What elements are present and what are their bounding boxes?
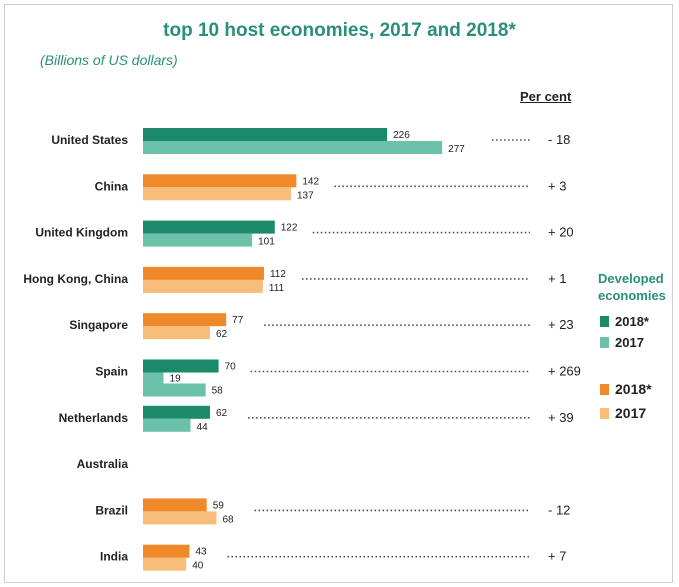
- value-label-2018: 226: [393, 130, 410, 141]
- percent-change-label: + 269: [548, 364, 581, 379]
- percent-change-label: + 20: [548, 225, 574, 240]
- bar-2018: [143, 266, 264, 280]
- category-label: Spain: [95, 365, 128, 379]
- bar-2018: [143, 128, 388, 141]
- legend-swatch-developing-2017: [600, 408, 609, 419]
- bar-2017: [143, 372, 164, 386]
- percent-change-label: + 39: [548, 410, 574, 425]
- legend-developing-2017: 2017: [600, 405, 646, 421]
- chart-frame: [4, 4, 673, 583]
- legend-developed-2018: 2018*: [600, 314, 649, 329]
- value-label-2018: 77: [232, 315, 244, 326]
- value-label-2017: 101: [258, 237, 275, 248]
- category-label: Australia: [77, 457, 129, 471]
- percent-change-label: + 7: [548, 549, 566, 564]
- legend-developed-2017: 2017: [600, 335, 644, 350]
- category-label: India: [100, 550, 128, 564]
- category-label: United Kingdom: [35, 226, 128, 240]
- bar-2017: [143, 233, 253, 247]
- value-label-2017: 19: [170, 374, 182, 385]
- legend-swatch-developing-2018: [600, 384, 609, 395]
- bar-2018: [143, 313, 227, 327]
- value-label-2018: 43: [195, 547, 207, 558]
- category-label: Singapore: [69, 318, 128, 332]
- percent-header: Per cent: [520, 89, 572, 104]
- percent-change-label: - 18: [548, 132, 570, 147]
- legend-group-title: Developed economies: [598, 271, 666, 303]
- value-label-2017: 137: [297, 190, 314, 201]
- legend-swatch-developed-2017: [600, 337, 609, 348]
- value-label-2018: 70: [225, 362, 237, 373]
- value-label-2017: 44: [197, 422, 209, 433]
- value-label-2017: 277: [448, 144, 465, 155]
- category-label: United States: [51, 133, 128, 147]
- legend-swatch-developed-2018: [600, 316, 609, 327]
- value-label-2018: 122: [281, 223, 298, 234]
- bar-2018: [143, 544, 190, 558]
- bar-2017: [143, 557, 187, 571]
- bar-2018: [143, 174, 297, 188]
- value-label-2017: 111: [269, 283, 285, 294]
- value-label-2018: 142: [302, 176, 319, 187]
- bar-2018: [143, 220, 275, 234]
- value-label-2017: 40: [192, 561, 204, 572]
- value-label-2017: 68: [222, 514, 234, 525]
- bar-2017: [143, 279, 263, 293]
- legend-label-developing-2017: 2017: [615, 405, 647, 421]
- chart-title: top 10 host economies, 2017 and 2018*: [163, 20, 516, 41]
- value-label-2018: 59: [213, 500, 225, 511]
- value-label-2017-extra: 58: [212, 386, 224, 397]
- bar-2018: [143, 359, 219, 373]
- percent-change-label: - 12: [548, 502, 570, 517]
- bar-2018: [143, 405, 210, 419]
- category-label: Netherlands: [59, 411, 129, 425]
- bar-2017: [143, 511, 217, 525]
- bar-2017: [143, 418, 191, 432]
- legend-label-developing-2018: 2018*: [615, 381, 652, 397]
- percent-change-label: + 1: [548, 271, 566, 286]
- percent-change-label: + 23: [548, 317, 574, 332]
- bar-2017: [143, 326, 210, 340]
- value-label-2017: 62: [216, 329, 228, 340]
- legend-label-developed-2017: 2017: [615, 335, 644, 350]
- value-label-2018: 62: [216, 408, 228, 419]
- value-label-2018: 112: [270, 269, 286, 280]
- category-label: Brazil: [95, 503, 128, 517]
- bar-2017: [143, 141, 443, 154]
- category-label: Hong Kong, China: [23, 272, 128, 286]
- bar-2017: [143, 187, 291, 201]
- legend-label-developed-2018: 2018*: [615, 314, 649, 329]
- bar-2017-extra: [143, 383, 206, 397]
- percent-change-label: + 3: [548, 178, 566, 193]
- legend-developing-2018: 2018*: [600, 381, 652, 397]
- bar-2018: [143, 498, 207, 512]
- chart-subtitle: (Billions of US dollars): [40, 52, 178, 68]
- category-label: China: [95, 179, 129, 193]
